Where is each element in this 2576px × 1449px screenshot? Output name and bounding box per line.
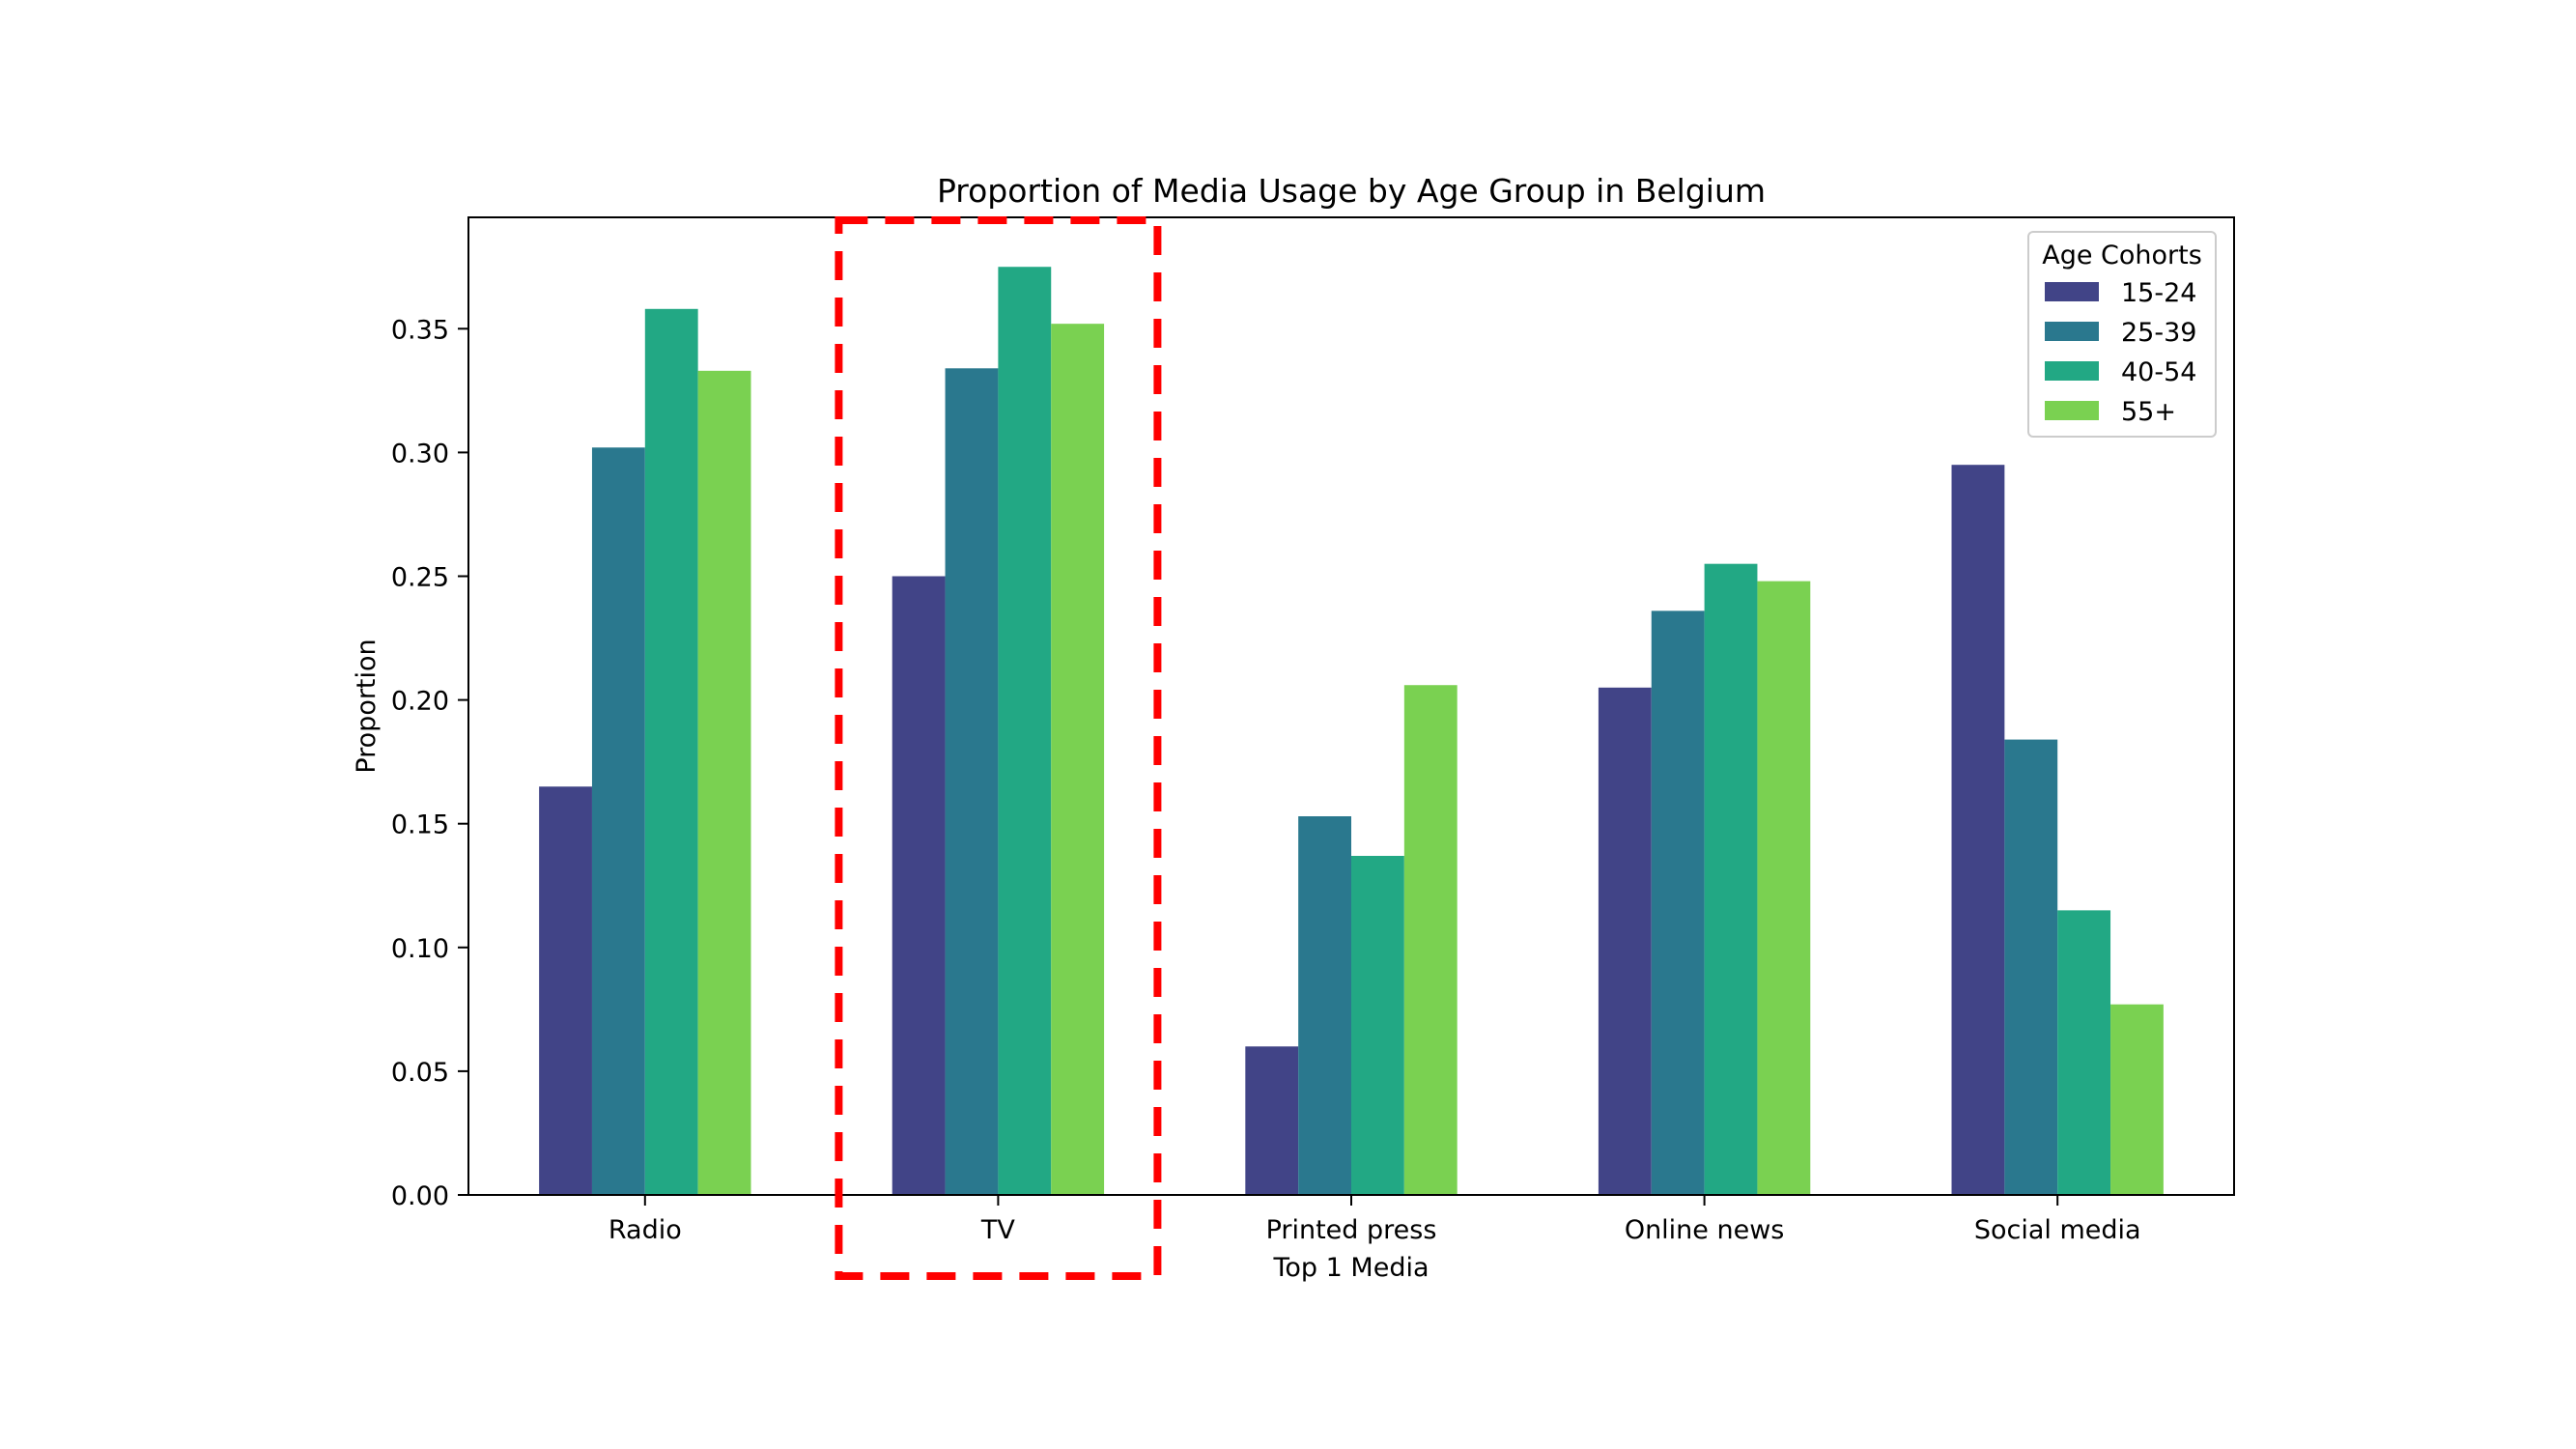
- bar-printed-press-15-24: [1245, 1046, 1299, 1195]
- bar-tv-40-54: [998, 267, 1052, 1196]
- x-axis-title: Top 1 Media: [1273, 1253, 1430, 1283]
- bar-social-media-55+: [2110, 1004, 2164, 1195]
- legend-swatch-25-39: [2045, 322, 2099, 341]
- x-tick-label: TV: [980, 1215, 1015, 1245]
- bar-online-news-55+: [1757, 581, 1811, 1195]
- x-tick-label: Radio: [609, 1215, 682, 1245]
- bar-radio-40-54: [644, 308, 698, 1195]
- bar-tv-25-39: [945, 368, 999, 1195]
- y-tick-label: 0.15: [391, 810, 449, 840]
- x-axis: Radio TV Printed press Online news Social me…: [609, 1195, 2141, 1245]
- bar-online-news-15-24: [1598, 687, 1652, 1195]
- bars-layer: [539, 267, 2164, 1196]
- bar-social-media-25-39: [2004, 739, 2058, 1195]
- bar-printed-press-55+: [1403, 685, 1458, 1195]
- legend-label-15-24: 15-24: [2121, 278, 2196, 308]
- y-axis-title: Proportion: [352, 639, 382, 773]
- y-tick-label: 0.05: [391, 1058, 449, 1088]
- legend-swatch-15-24: [2045, 282, 2099, 301]
- bar-online-news-40-54: [1704, 563, 1758, 1195]
- y-tick-label: 0.10: [391, 934, 449, 964]
- x-tick-label: Printed press: [1266, 1215, 1437, 1245]
- legend-swatch-40-54: [2045, 361, 2099, 381]
- bar-radio-55+: [697, 370, 751, 1195]
- x-tick-label: Online news: [1625, 1215, 1785, 1245]
- legend-title: Age Cohorts: [2042, 241, 2202, 270]
- legend-label-55+: 55+: [2121, 397, 2176, 427]
- bar-tv-55+: [1051, 324, 1105, 1195]
- y-axis: 0.00 0.05 0.10 0.15 0.20 0.25 0.30 0.35: [391, 315, 468, 1211]
- legend-label-25-39: 25-39: [2121, 318, 2196, 348]
- bar-tv-15-24: [892, 576, 946, 1195]
- bar-radio-15-24: [539, 786, 592, 1195]
- bar-online-news-25-39: [1651, 611, 1705, 1195]
- y-tick-label: 0.35: [391, 315, 449, 345]
- legend-swatch-55+: [2045, 401, 2099, 420]
- y-tick-label: 0.00: [391, 1181, 449, 1211]
- legend-entries: 15-24 25-39 40-54 55+: [2045, 278, 2196, 427]
- bar-printed-press-40-54: [1351, 856, 1404, 1195]
- legend: Age Cohorts 15-24 25-39 40-54 55+: [2027, 231, 2217, 438]
- bar-printed-press-25-39: [1298, 816, 1351, 1195]
- y-tick-label: 0.25: [391, 562, 449, 592]
- x-tick-label: Social media: [1974, 1215, 2141, 1245]
- chart-title: Proportion of Media Usage by Age Group i…: [937, 172, 1766, 210]
- bar-radio-25-39: [591, 447, 645, 1196]
- legend-label-40-54: 40-54: [2121, 357, 2196, 387]
- tv-highlight-box: [835, 216, 1162, 1280]
- y-tick-label: 0.20: [391, 687, 449, 717]
- bar-social-media-15-24: [1951, 465, 2005, 1196]
- y-tick-label: 0.30: [391, 439, 449, 469]
- bar-social-media-40-54: [2057, 910, 2111, 1195]
